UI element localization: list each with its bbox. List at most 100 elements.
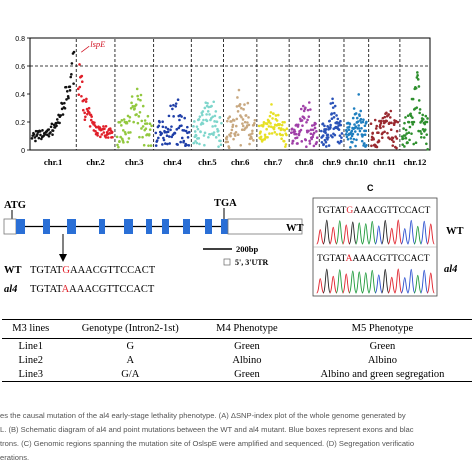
- snp-point: [271, 117, 274, 120]
- col-m4-phenotype: M4 Phenotype: [216, 323, 278, 334]
- snp-point: [302, 109, 306, 113]
- snp-point: [415, 106, 419, 109]
- snp-point: [392, 123, 396, 126]
- snp-point: [104, 125, 108, 128]
- snp-point: [60, 107, 64, 111]
- snp-point: [315, 136, 319, 140]
- snp-point: [375, 145, 379, 149]
- snp-point: [272, 126, 276, 129]
- snp-point: [247, 116, 250, 119]
- snp-point: [403, 134, 407, 137]
- snp-point: [98, 126, 102, 129]
- snp-point: [39, 133, 42, 137]
- snp-point: [364, 129, 368, 133]
- snp-point: [389, 109, 393, 113]
- snp-point: [219, 143, 223, 147]
- table-cell: Albino: [367, 354, 397, 366]
- snp-point: [236, 96, 239, 99]
- trace-peak: [342, 273, 351, 294]
- exon-box: [124, 219, 133, 234]
- snp-point: [328, 119, 332, 123]
- snp-index-plot: 00.20.40.60.8 chr.1 chr.2 chr.3 chr.4 chr.5 c…: [15, 36, 431, 167]
- align-wt-seq: TGTATGAAACGTTCCACT: [30, 265, 156, 276]
- snp-point: [40, 137, 43, 141]
- snp-point: [418, 108, 422, 111]
- snp-point: [61, 102, 64, 105]
- trace-peak: [400, 277, 409, 294]
- snp-point: [277, 126, 281, 130]
- snp-point: [331, 101, 335, 105]
- snp-point: [70, 62, 74, 65]
- snp-point: [206, 101, 209, 105]
- snp-point: [304, 138, 308, 142]
- snp-point: [77, 93, 81, 96]
- snp-point: [415, 76, 419, 79]
- table-cell: A: [126, 354, 135, 366]
- snp-point: [164, 126, 168, 129]
- snp-point: [94, 130, 97, 133]
- snp-point: [85, 97, 88, 101]
- snp-point: [326, 133, 330, 137]
- snp-point: [250, 137, 253, 140]
- snp-point: [230, 120, 233, 123]
- snp-point: [423, 128, 427, 132]
- snp-point: [262, 121, 266, 124]
- snp-point: [64, 85, 68, 89]
- utr-legend-box: [223, 258, 231, 266]
- snp-point: [320, 141, 324, 144]
- snp-point: [133, 107, 136, 110]
- snp-point: [118, 121, 122, 124]
- snp-point: [269, 111, 273, 114]
- snp-point: [345, 135, 349, 139]
- snp-point: [326, 138, 329, 141]
- snp-point: [414, 141, 418, 144]
- snp-point: [33, 136, 37, 139]
- snp-point: [194, 134, 198, 137]
- snp-point: [122, 129, 125, 132]
- snp-point: [78, 85, 82, 89]
- snp-point: [269, 122, 272, 125]
- snp-point: [308, 142, 312, 145]
- snp-point: [296, 142, 299, 145]
- snp-point: [90, 115, 93, 118]
- chrom-wt-before: TGTAT: [317, 206, 347, 216]
- snp-point: [214, 124, 217, 128]
- snp-point: [378, 119, 381, 123]
- x-tick-label: chr.3: [125, 157, 144, 167]
- segregation-table: M3 lines Genotype (Intron2-1st) M4 Pheno…: [2, 319, 472, 382]
- snp-point: [375, 124, 379, 128]
- snp-point: [171, 107, 174, 111]
- snp-point: [180, 136, 184, 140]
- table-cell: G: [126, 340, 135, 352]
- snp-point: [321, 122, 325, 125]
- snp-point: [212, 100, 216, 104]
- snp-point: [127, 137, 131, 140]
- exons: [16, 219, 228, 234]
- snp-point: [147, 133, 151, 136]
- y-tick-label: 0.4: [15, 92, 25, 99]
- snp-point: [315, 130, 318, 133]
- snp-point: [135, 113, 138, 116]
- snp-point: [240, 128, 244, 131]
- snp-point: [321, 134, 325, 137]
- snp-point: [193, 130, 197, 133]
- snp-point: [120, 124, 123, 127]
- snp-point: [253, 119, 257, 122]
- snp-point: [80, 94, 83, 98]
- trace-peak: [329, 275, 338, 294]
- snp-point: [220, 121, 223, 125]
- snp-point: [120, 119, 124, 122]
- snp-point: [161, 120, 164, 124]
- snp-point: [161, 125, 165, 129]
- chrom-wt-after: AAACGTTCCACT: [353, 206, 430, 216]
- snp-point: [244, 114, 248, 117]
- snp-point: [306, 118, 309, 122]
- snp-point: [336, 117, 340, 121]
- snp-point: [239, 143, 243, 147]
- snp-point: [174, 105, 178, 108]
- table-cell: Line1: [18, 340, 43, 352]
- snp-point: [305, 120, 308, 124]
- snp-point: [284, 143, 288, 146]
- lspe-annotation: lspE: [90, 39, 106, 49]
- snp-point: [144, 127, 148, 130]
